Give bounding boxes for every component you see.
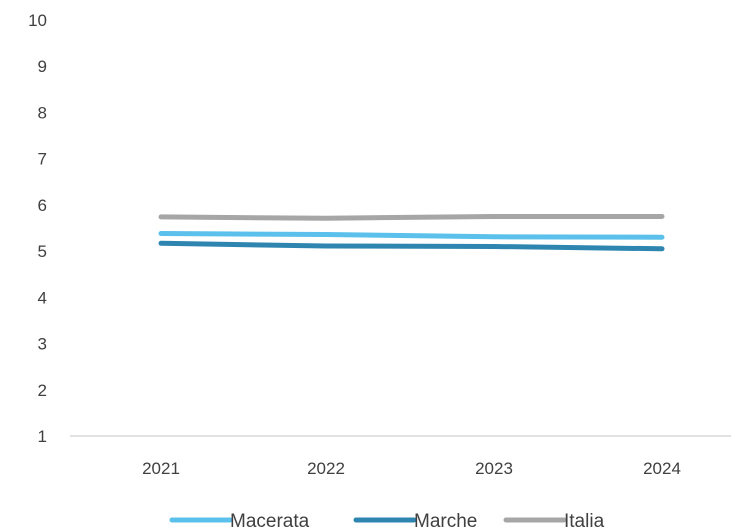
y-tick-label: 5 <box>38 242 47 261</box>
legend-label-marche: Marche <box>414 511 477 530</box>
y-tick-label: 9 <box>38 57 47 76</box>
y-tick-label: 3 <box>38 335 47 354</box>
series-line-marche <box>158 240 665 252</box>
series-line-macerata <box>158 231 665 240</box>
y-tick-label: 4 <box>38 288 47 307</box>
y-tick-label: 8 <box>38 103 47 122</box>
legend-label-macerata: Macerata <box>230 511 310 530</box>
x-axis: 2021 2022 2023 2024 <box>142 459 681 478</box>
x-tick-label: 2023 <box>475 459 513 478</box>
y-tick-label: 2 <box>38 381 47 400</box>
y-tick-label: 1 <box>38 427 47 446</box>
legend-label-italia: Italia <box>564 511 605 530</box>
y-tick-label: 10 <box>28 11 47 30</box>
x-tick-label: 2024 <box>643 459 681 478</box>
y-axis: 1 2 3 4 5 6 7 8 9 10 <box>28 11 47 446</box>
x-tick-label: 2022 <box>307 459 345 478</box>
series-line-italia <box>158 213 665 221</box>
legend: Macerata Marche Italia <box>169 511 605 530</box>
y-tick-label: 6 <box>38 196 47 215</box>
x-tick-label: 2021 <box>142 459 180 478</box>
series-lines <box>158 213 665 252</box>
y-tick-label: 7 <box>38 150 47 169</box>
